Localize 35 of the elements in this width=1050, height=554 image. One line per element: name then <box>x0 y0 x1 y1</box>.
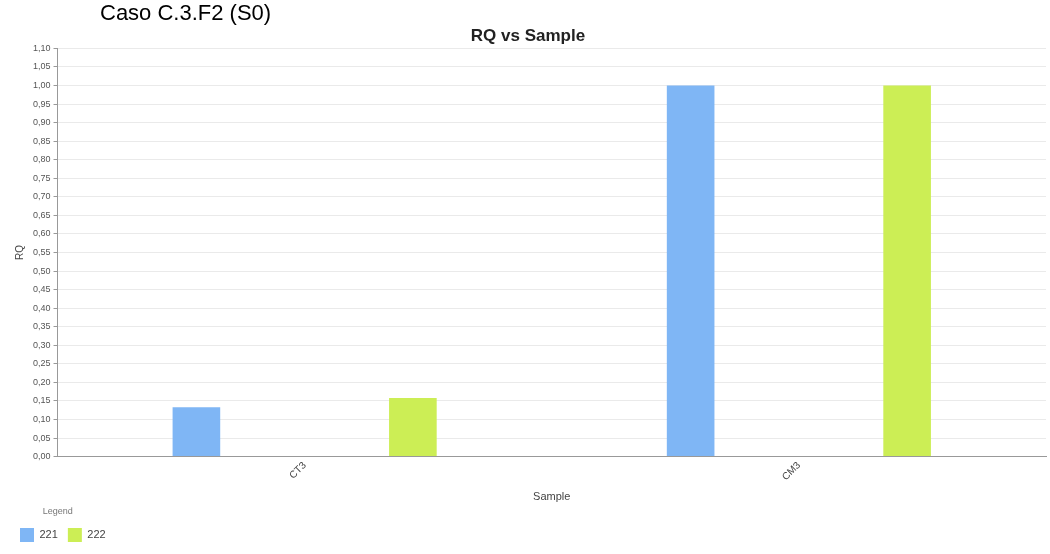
y-tick-label: 0,10 <box>32 413 51 424</box>
y-tick-label: 0,60 <box>32 228 51 239</box>
legend-title: Legend <box>42 506 73 517</box>
bar <box>666 85 715 457</box>
chart-subtitle: Caso C.3.F2 (S0) <box>99 0 273 26</box>
y-tick-label: 0,25 <box>32 358 51 369</box>
y-tick-label: 0,65 <box>32 209 51 220</box>
y-tick-label: 0,50 <box>32 265 51 276</box>
y-tick-label: 0,95 <box>32 98 51 109</box>
y-tick-label: 0,15 <box>32 395 51 406</box>
y-tick-label: 0,40 <box>32 302 51 313</box>
y-tick-label: 0,45 <box>32 284 51 295</box>
y-tick-label: 0,70 <box>32 191 51 202</box>
legend-label: 221 <box>39 528 58 541</box>
y-tick-label: 0,20 <box>32 376 51 387</box>
x-tick-label: CT3 <box>286 459 309 481</box>
legend-label: 222 <box>87 528 106 541</box>
y-tick-label: 1,05 <box>32 61 51 72</box>
bar <box>389 397 437 457</box>
y-tick-label: 0,85 <box>32 135 51 146</box>
bar <box>883 85 931 457</box>
y-tick-label: 0,80 <box>32 154 51 165</box>
x-axis-title: Sample <box>533 489 571 502</box>
y-tick-label: 0,90 <box>32 117 51 128</box>
bar <box>172 407 221 457</box>
y-tick-label: 0,05 <box>32 432 51 443</box>
y-tick-label: 1,00 <box>32 79 51 90</box>
y-tick-label: 0,75 <box>32 172 51 183</box>
y-tick-label: 0,35 <box>32 321 51 332</box>
y-tick-label: 0,00 <box>32 451 51 462</box>
y-tick-label: 0,30 <box>32 339 51 350</box>
y-tick-label: 1,10 <box>32 42 51 53</box>
y-axis-title: RQ <box>13 244 25 260</box>
y-tick-label: 0,55 <box>32 246 51 257</box>
chart-title: RQ vs Sample <box>470 25 586 45</box>
